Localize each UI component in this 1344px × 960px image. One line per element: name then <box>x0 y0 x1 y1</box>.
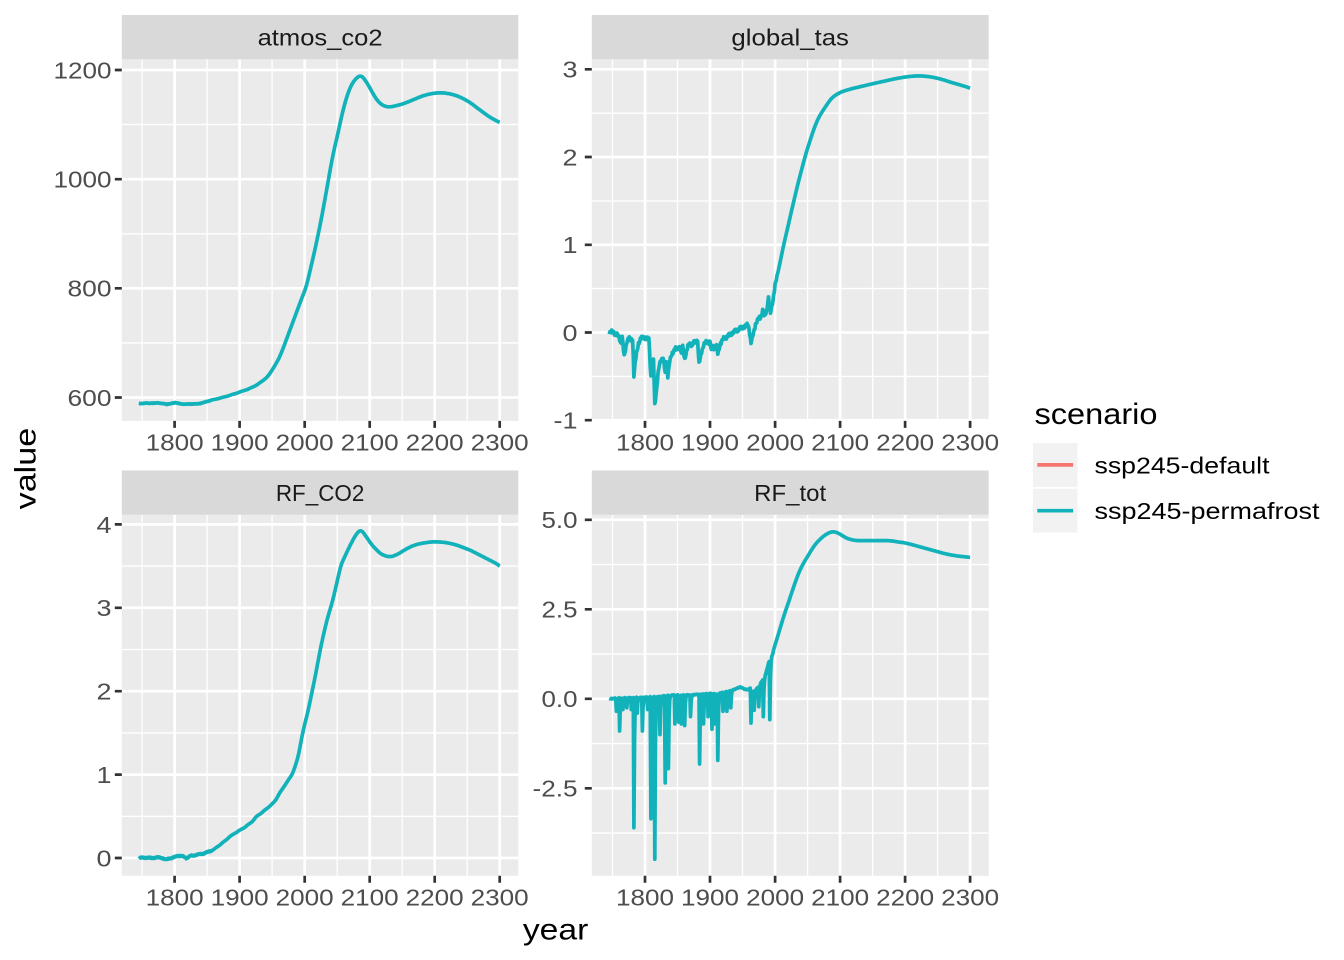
svg-text:4: 4 <box>97 512 112 538</box>
svg-text:1000: 1000 <box>54 167 112 193</box>
svg-text:1: 1 <box>563 232 578 258</box>
svg-text:1900: 1900 <box>681 885 739 911</box>
svg-text:2: 2 <box>97 679 112 705</box>
svg-text:2000: 2000 <box>276 430 334 456</box>
svg-text:value: value <box>10 428 43 510</box>
svg-text:atmos_co2: atmos_co2 <box>258 24 383 50</box>
svg-text:2300: 2300 <box>941 430 999 456</box>
svg-text:3: 3 <box>563 57 578 83</box>
svg-text:scenario: scenario <box>1035 398 1158 431</box>
svg-text:1900: 1900 <box>211 885 269 911</box>
svg-text:2300: 2300 <box>471 885 529 911</box>
svg-text:RF_tot: RF_tot <box>754 480 827 506</box>
svg-text:2100: 2100 <box>811 885 869 911</box>
svg-text:0: 0 <box>97 845 112 871</box>
svg-text:1800: 1800 <box>146 430 204 456</box>
svg-text:1900: 1900 <box>211 430 269 456</box>
svg-text:2300: 2300 <box>471 430 529 456</box>
svg-text:2100: 2100 <box>341 885 399 911</box>
svg-text:2000: 2000 <box>276 885 334 911</box>
svg-text:0: 0 <box>563 320 578 346</box>
svg-text:year: year <box>523 914 589 947</box>
svg-text:0.0: 0.0 <box>542 686 578 712</box>
svg-text:2.5: 2.5 <box>542 597 578 623</box>
svg-text:2300: 2300 <box>941 885 999 911</box>
svg-text:2200: 2200 <box>406 430 464 456</box>
svg-text:2100: 2100 <box>811 430 869 456</box>
svg-text:-2.5: -2.5 <box>533 776 578 802</box>
svg-text:-1: -1 <box>554 408 578 434</box>
svg-text:1200: 1200 <box>54 57 112 83</box>
svg-text:1800: 1800 <box>616 885 674 911</box>
svg-text:1900: 1900 <box>681 430 739 456</box>
svg-text:2200: 2200 <box>876 885 934 911</box>
svg-text:RF_CO2: RF_CO2 <box>276 480 365 506</box>
svg-text:3: 3 <box>97 595 112 621</box>
svg-text:2200: 2200 <box>876 430 934 456</box>
svg-text:1800: 1800 <box>146 885 204 911</box>
svg-text:1: 1 <box>97 762 112 788</box>
svg-text:ssp245-permafrost: ssp245-permafrost <box>1095 498 1321 524</box>
svg-text:5.0: 5.0 <box>542 507 578 533</box>
svg-text:800: 800 <box>68 276 112 302</box>
svg-text:2200: 2200 <box>406 885 464 911</box>
svg-text:600: 600 <box>68 385 112 411</box>
svg-text:ssp245-default: ssp245-default <box>1095 452 1271 478</box>
svg-text:2100: 2100 <box>341 430 399 456</box>
svg-text:1800: 1800 <box>616 430 674 456</box>
svg-text:global_tas: global_tas <box>731 24 849 50</box>
svg-text:2000: 2000 <box>746 430 804 456</box>
svg-text:2000: 2000 <box>746 885 804 911</box>
svg-text:2: 2 <box>563 144 578 170</box>
